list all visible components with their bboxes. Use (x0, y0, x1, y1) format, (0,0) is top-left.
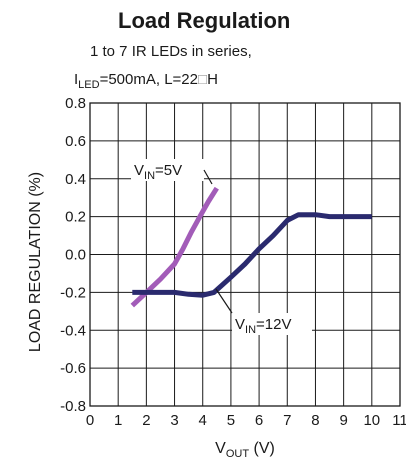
y-tick-label: -0.8 (60, 398, 86, 415)
annotation-vin-5v-prefix: V (134, 162, 144, 179)
chart-subtitle-line1: 1 to 7 IR LEDs in series, (90, 43, 252, 60)
annotation-vin-5v-sub: IN (144, 170, 155, 182)
annotation-vin-12v-bg (232, 313, 312, 335)
y-tick-label: -0.4 (60, 322, 86, 339)
annotation-vin-12v-leader (215, 288, 233, 314)
y-tick-label: 0.4 (65, 171, 86, 188)
subtitle-line2-sub: LED (78, 79, 99, 91)
annotation-vin-5v-leader (203, 169, 213, 185)
series-lines (130, 186, 372, 308)
x-axis-label-prefix: V (215, 440, 226, 457)
x-axis-label-rest: (V) (249, 440, 275, 457)
y-tick-label: 0.2 (65, 209, 86, 226)
chart-subtitle-line2: ILED=500mA, L=22□H (74, 71, 218, 91)
y-tick-label: -0.6 (60, 360, 86, 377)
x-tick-label: 1 (114, 412, 122, 429)
annotation-vin-5v: VIN=5V (134, 162, 182, 182)
series-line-vin-5v (130, 186, 219, 308)
x-tick-label: 9 (339, 412, 347, 429)
y-tick-label: 0.8 (65, 95, 86, 112)
x-tick-label: 4 (199, 412, 207, 429)
x-tick-label: 6 (255, 412, 263, 429)
series-line-vin-12v (132, 212, 372, 298)
y-tick-label: 0.0 (65, 247, 86, 264)
chart-title: Load Regulation (118, 8, 290, 33)
x-tick-label: 5 (227, 412, 235, 429)
y-axis-label: LOAD REGULATION (%) (27, 172, 44, 352)
x-axis-label: VOUT (V) (215, 440, 275, 460)
annotation-vin-12v-rest: =12V (256, 316, 291, 333)
subtitle-line2-box: □ (198, 71, 207, 88)
y-tick-label: 0.6 (65, 133, 86, 150)
annotation-vin-12v-prefix: V (235, 316, 245, 333)
x-axis-label-sub: OUT (226, 448, 250, 460)
x-tick-label: 7 (283, 412, 291, 429)
tick-labels: 0 1 2 3 4 5 6 7 8 9 10 11 0.8 0.6 0.4 0.2 0.0 -0.2 -0.4 -0.… (60, 95, 406, 429)
annotation-vin-12v-sub: IN (245, 324, 256, 336)
subtitle-line2-prefix: I (74, 71, 78, 88)
y-tick-label: -0.2 (60, 284, 86, 301)
annotation-vin-5v-rest: =5V (155, 162, 182, 179)
x-tick-label: 10 (363, 412, 380, 429)
annotation-vin-5v-bg (131, 159, 204, 181)
x-tick-label: 8 (311, 412, 319, 429)
subtitle-line2-rest: =500mA, L=22 (100, 71, 198, 88)
x-tick-label: 0 (86, 412, 94, 429)
x-tick-label: 2 (142, 412, 150, 429)
annotation-vin-12v: VIN=12V (235, 316, 291, 336)
subtitle-line2-unit: H (207, 71, 218, 88)
grid (89, 102, 401, 407)
x-tick-label: 3 (170, 412, 178, 429)
x-tick-label: 11 (392, 412, 406, 429)
